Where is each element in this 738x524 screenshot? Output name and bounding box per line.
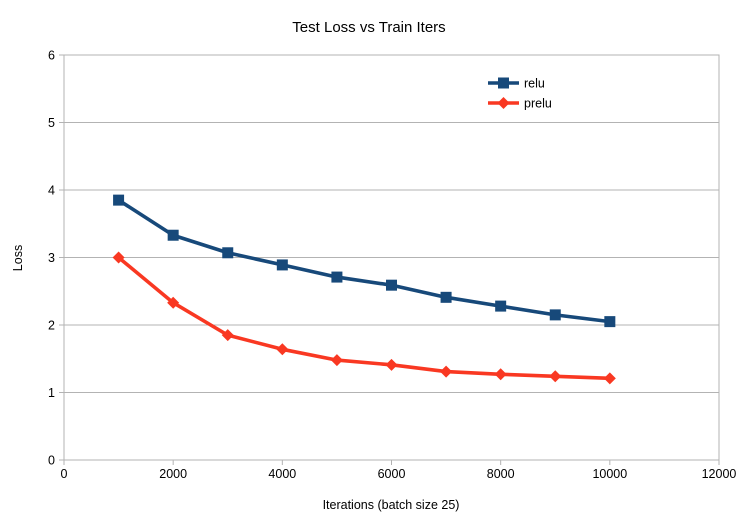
marker-relu (440, 291, 452, 303)
series-line-prelu (117, 256, 610, 381)
marker-relu (222, 247, 234, 259)
x-tick-label: 12000 (702, 467, 737, 481)
marker-prelu (385, 358, 398, 371)
legend-marker-relu (498, 77, 509, 89)
marker-prelu (221, 329, 234, 342)
plot-border (63, 54, 720, 461)
y-tick-label: 1 (48, 386, 55, 400)
marker-relu (276, 259, 288, 271)
marker-prelu (276, 343, 289, 356)
marker-prelu (112, 251, 125, 264)
y-tick-label: 0 (48, 454, 55, 468)
y-tick-label: 3 (48, 251, 55, 265)
legend-label-relu: relu (524, 77, 545, 91)
x-tick-label: 6000 (378, 467, 406, 481)
chart-title: Test Loss vs Train Iters (292, 19, 446, 36)
y-tick-label: 4 (48, 184, 55, 198)
marker-relu (113, 194, 125, 206)
marker-prelu (494, 368, 507, 381)
y-axis-title: Loss (11, 244, 25, 272)
x-tick-label: 0 (61, 467, 68, 481)
x-tick-label: 2000 (159, 467, 187, 481)
x-tick-label: 4000 (268, 467, 296, 481)
y-tick-label: 5 (48, 116, 55, 130)
x-tick-label: 10000 (592, 467, 627, 481)
x-tick-label: 8000 (487, 467, 515, 481)
y-tick-label: 2 (48, 319, 55, 333)
x-axis-title: Iterations (batch size 25) (322, 498, 460, 512)
marker-prelu (440, 365, 453, 378)
y-tick-label: 6 (48, 49, 55, 63)
marker-relu (495, 300, 507, 312)
marker-relu (386, 279, 397, 291)
marker-relu (167, 229, 179, 241)
marker-prelu (330, 354, 343, 367)
series-line-relu (117, 198, 611, 324)
legend-label-prelu: prelu (524, 97, 552, 111)
marker-prelu (603, 372, 616, 385)
marker-relu (549, 309, 561, 321)
marker-prelu (167, 296, 180, 309)
marker-relu (331, 271, 343, 283)
marker-prelu (549, 370, 562, 383)
legend-marker-prelu (497, 97, 510, 109)
marker-relu (604, 316, 616, 328)
